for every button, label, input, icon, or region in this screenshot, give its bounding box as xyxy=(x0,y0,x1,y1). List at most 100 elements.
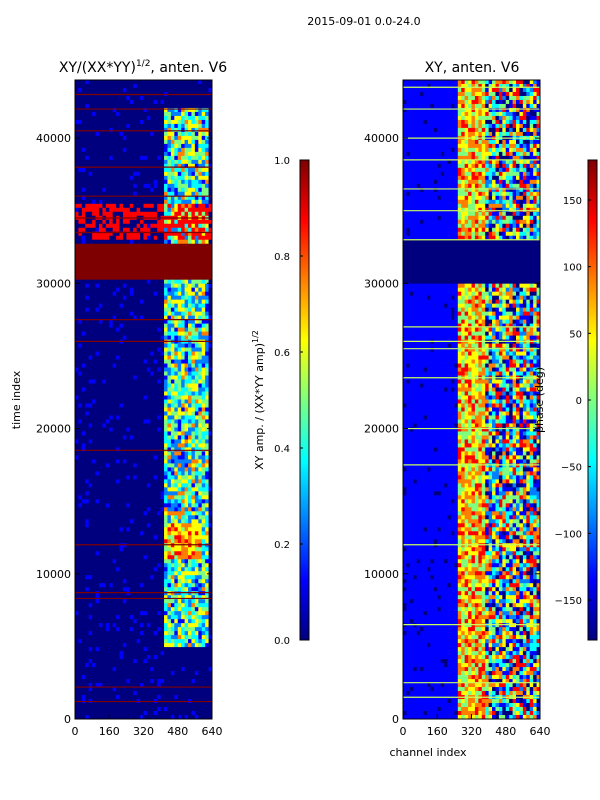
heatmap-cell xyxy=(119,555,124,560)
heatmap-cell xyxy=(157,399,162,404)
heatmap-cell xyxy=(85,287,90,293)
heatmap-cell xyxy=(153,419,158,424)
heatmap-cell xyxy=(133,471,138,476)
heatmap-cell xyxy=(157,159,162,165)
heatmap-cell xyxy=(95,83,100,89)
heatmap-cell xyxy=(181,199,185,205)
heatmap-cell xyxy=(164,95,168,101)
heatmap-cell xyxy=(136,187,141,193)
heatmap-cell xyxy=(188,255,192,261)
heatmap-cell xyxy=(150,191,155,197)
heatmap-cell xyxy=(177,443,182,448)
heatmap-cell xyxy=(160,159,165,165)
heatmap-cell xyxy=(184,487,189,492)
heatmap-cell xyxy=(88,167,93,173)
heatmap-cell xyxy=(126,123,131,129)
heatmap-cell xyxy=(167,235,172,241)
heatmap-cell xyxy=(122,487,127,492)
heatmap-cell xyxy=(109,507,114,512)
heatmap-cell xyxy=(208,223,213,229)
heatmap-cell xyxy=(95,411,100,416)
heatmap-cell xyxy=(122,255,127,261)
heatmap-cell xyxy=(122,375,127,380)
heatmap-cell xyxy=(150,375,155,380)
heatmap-cell xyxy=(143,439,148,444)
heatmap-cell xyxy=(153,347,158,352)
heatmap-cell xyxy=(146,487,151,492)
heatmap-cell xyxy=(133,351,138,356)
heatmap-cell xyxy=(184,295,189,301)
heatmap-cell xyxy=(116,395,120,400)
heatmap-cell xyxy=(150,499,155,504)
heatmap-cell xyxy=(98,211,103,217)
heatmap-cell xyxy=(143,223,148,229)
heatmap-cell xyxy=(208,343,213,348)
heatmap-cell xyxy=(102,207,107,213)
heatmap-cell xyxy=(198,275,203,281)
heatmap-cell xyxy=(184,415,189,420)
heatmap-cell xyxy=(153,483,158,488)
heatmap-cell xyxy=(85,555,90,560)
heatmap-cell xyxy=(140,543,144,548)
heatmap-cell xyxy=(194,355,199,360)
heatmap-cell xyxy=(95,187,100,193)
heatmap-cell xyxy=(129,283,134,289)
heatmap-cell xyxy=(160,147,165,153)
heatmap-cell xyxy=(167,459,172,464)
heatmap-cell xyxy=(170,571,175,576)
heatmap-cell xyxy=(198,255,203,261)
heatmap-cell xyxy=(119,115,124,121)
heatmap-cell xyxy=(140,483,144,488)
heatmap-cell xyxy=(85,311,90,317)
heatmap-cell xyxy=(78,207,83,213)
heatmap-cell xyxy=(208,251,213,257)
heatmap-cell xyxy=(122,139,127,145)
heatmap-cell xyxy=(184,287,189,293)
heatmap-cell xyxy=(157,151,162,157)
heatmap-cell xyxy=(88,539,93,544)
heatmap-cell xyxy=(85,219,90,225)
heatmap-cell xyxy=(201,291,206,297)
heatmap-cell xyxy=(167,195,172,201)
heatmap-cell xyxy=(136,539,141,544)
heatmap-cell xyxy=(119,183,124,189)
heatmap-cell xyxy=(85,243,90,249)
heatmap-cell xyxy=(122,159,127,165)
heatmap-cell xyxy=(170,179,175,185)
heatmap-cell xyxy=(116,515,120,520)
heatmap-cell xyxy=(205,515,209,520)
heatmap-cell xyxy=(184,523,189,528)
heatmap-cell xyxy=(150,111,155,117)
heatmap-cell xyxy=(102,559,107,564)
heatmap-cell xyxy=(198,415,203,420)
heatmap-cell xyxy=(105,447,110,452)
heatmap-cell xyxy=(188,563,192,568)
heatmap-cell xyxy=(184,423,189,428)
heatmap-cell xyxy=(153,331,158,336)
heatmap-cell xyxy=(133,447,138,452)
heatmap-cell xyxy=(75,199,79,205)
heatmap-cell xyxy=(136,327,141,332)
heatmap-cell xyxy=(201,519,206,524)
heatmap-cell xyxy=(133,315,138,321)
heatmap-cell xyxy=(136,471,141,476)
heatmap-cell xyxy=(198,555,203,560)
heatmap-cell xyxy=(109,539,114,544)
heatmap-cell xyxy=(109,175,114,181)
heatmap-cell xyxy=(150,207,155,213)
heatmap-cell xyxy=(208,499,213,504)
heatmap-cell xyxy=(81,555,86,560)
heatmap-cell xyxy=(129,271,134,277)
heatmap-cell xyxy=(85,151,90,157)
heatmap-cell xyxy=(98,243,103,249)
heatmap-cell xyxy=(194,171,199,177)
heatmap-cell xyxy=(143,319,148,325)
heatmap-cell xyxy=(105,351,110,356)
heatmap-cell xyxy=(157,195,162,201)
heatmap-cell xyxy=(177,479,182,484)
heatmap-cell xyxy=(177,403,182,408)
heatmap-cell xyxy=(78,135,83,141)
heatmap-cell xyxy=(146,231,151,237)
heatmap-cell xyxy=(92,567,96,572)
heatmap-cell xyxy=(122,563,127,568)
